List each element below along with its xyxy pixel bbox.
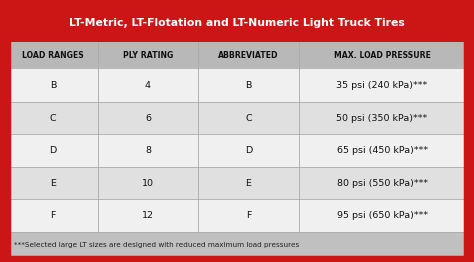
- Text: 4: 4: [145, 81, 151, 90]
- Bar: [9, 232, 465, 257]
- Text: ABBREVIATED: ABBREVIATED: [218, 51, 279, 60]
- Bar: [9, 69, 465, 102]
- Bar: [9, 102, 465, 134]
- Bar: [9, 199, 465, 232]
- Text: 50 psi (350 kPa)***: 50 psi (350 kPa)***: [337, 114, 428, 123]
- Text: 35 psi (240 kPa)***: 35 psi (240 kPa)***: [337, 81, 428, 90]
- Bar: [9, 42, 465, 69]
- Text: D: D: [245, 146, 252, 155]
- Text: B: B: [50, 81, 56, 90]
- Bar: [9, 134, 465, 167]
- Text: F: F: [50, 211, 56, 220]
- Text: MAX. LOAD PRESSURE: MAX. LOAD PRESSURE: [334, 51, 430, 60]
- Text: 65 psi (450 kPa)***: 65 psi (450 kPa)***: [337, 146, 428, 155]
- Text: LT-Metric, LT-Flotation and LT-Numeric Light Truck Tires: LT-Metric, LT-Flotation and LT-Numeric L…: [69, 18, 405, 28]
- Text: 80 psi (550 kPa)***: 80 psi (550 kPa)***: [337, 179, 428, 188]
- Text: 95 psi (650 kPa)***: 95 psi (650 kPa)***: [337, 211, 428, 220]
- Text: B: B: [245, 81, 252, 90]
- Text: E: E: [246, 179, 251, 188]
- Text: D: D: [49, 146, 57, 155]
- Text: PLY RATING: PLY RATING: [123, 51, 173, 60]
- Text: ***Selected large LT sizes are designed with reduced maximum load pressures: ***Selected large LT sizes are designed …: [14, 242, 300, 248]
- Text: C: C: [245, 114, 252, 123]
- Text: F: F: [246, 211, 251, 220]
- Text: E: E: [50, 179, 56, 188]
- Bar: [9, 5, 465, 42]
- Text: 12: 12: [142, 211, 154, 220]
- Text: C: C: [50, 114, 56, 123]
- Text: 6: 6: [145, 114, 151, 123]
- Text: 10: 10: [142, 179, 154, 188]
- Bar: [9, 167, 465, 199]
- Text: 8: 8: [145, 146, 151, 155]
- Text: LOAD RANGES: LOAD RANGES: [22, 51, 84, 60]
